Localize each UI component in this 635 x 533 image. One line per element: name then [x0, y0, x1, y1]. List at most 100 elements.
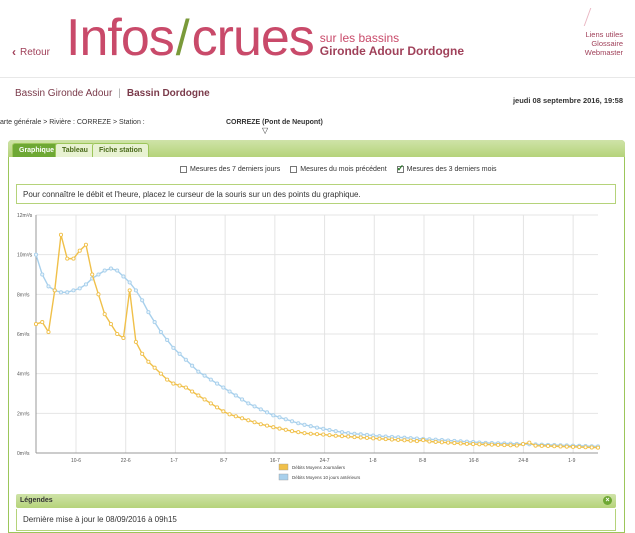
breadcrumb: arte générale > Rivière : CORREZE > Stat… — [0, 119, 145, 126]
data-point — [358, 435, 363, 440]
station-select[interactable]: CORREZE (Pont de Neupont) — [226, 119, 323, 126]
data-point — [140, 298, 145, 303]
x-tick-label: 1-9 — [568, 458, 575, 464]
data-point — [321, 426, 326, 431]
data-point — [564, 444, 569, 449]
legend-label: Débits Moyens 10 jours antérieurs — [292, 475, 361, 480]
data-point — [158, 371, 163, 376]
data-point — [133, 288, 138, 293]
data-point — [421, 438, 426, 443]
link-liens-utiles[interactable]: Liens utiles — [585, 30, 623, 39]
data-point — [208, 377, 213, 382]
x-tick-label: 24-8 — [518, 458, 528, 464]
data-point — [271, 413, 276, 418]
data-point — [296, 430, 301, 435]
current-date: jeudi 08 septembre 2016, 19:58 — [512, 96, 623, 105]
y-tick-label: 12m³/s — [17, 213, 33, 219]
checkbox[interactable] — [180, 166, 187, 173]
data-point — [552, 444, 557, 449]
data-point — [289, 429, 295, 434]
logo-slash: / — [175, 10, 190, 66]
tab-fiche-station[interactable]: Fiche station — [92, 143, 150, 157]
checkbox[interactable] — [290, 166, 298, 173]
caret-down-icon[interactable]: ▽ — [262, 126, 269, 135]
basin-gironde-adour[interactable]: Bassin Gironde Adour — [15, 88, 113, 99]
filter-3-months[interactable]: Mesures des 3 derniers mois — [396, 163, 497, 174]
data-point — [83, 282, 89, 287]
y-tick-label: 8m³/s — [17, 292, 30, 298]
data-point — [352, 431, 357, 436]
data-point — [83, 242, 89, 247]
data-point — [277, 426, 282, 431]
collapse-icon[interactable]: × — [603, 496, 612, 505]
data-point — [327, 433, 332, 438]
tab-tableau[interactable]: Tableau — [55, 143, 95, 157]
data-point — [589, 445, 594, 450]
data-point — [183, 357, 188, 362]
filter-7-days[interactable]: Mesures des 7 derniers jours — [180, 166, 280, 173]
data-point — [414, 439, 419, 444]
data-point — [196, 369, 201, 374]
data-point — [583, 445, 588, 450]
data-point — [246, 418, 251, 423]
site-header: ‹ Retour Infos / crues sur les bassins G… — [0, 0, 635, 78]
link-glossaire[interactable]: Glossaire — [591, 39, 623, 48]
checkbox-checked[interactable] — [396, 163, 404, 174]
legend-label: Débits Moyens Journaliers — [292, 465, 346, 470]
data-point — [146, 359, 151, 364]
data-point — [221, 409, 226, 414]
decorative-stroke — [583, 8, 621, 26]
data-point — [140, 351, 145, 356]
filter-label: Mesures des 3 derniers mois — [406, 166, 497, 173]
data-point — [196, 393, 201, 398]
data-point — [146, 310, 151, 315]
logo-subtitle-line2: Gironde Adour Dordogne — [319, 44, 465, 58]
y-tick-label: 10m³/s — [17, 253, 33, 259]
data-point — [165, 377, 170, 382]
data-point — [102, 312, 107, 317]
data-point — [389, 437, 394, 442]
data-point — [514, 443, 519, 448]
data-point — [402, 438, 407, 443]
data-point — [40, 272, 45, 277]
flow-chart[interactable]: 0m³/s 2m³/s 4m³/s 6m³/s 8m³/s 10m³/s 12m³/s 10-… — [16, 210, 616, 490]
data-point — [33, 252, 39, 257]
data-point — [502, 443, 507, 448]
data-point — [65, 290, 70, 295]
data-point — [158, 329, 163, 335]
data-point — [464, 441, 469, 446]
filter-previous-month[interactable]: Mesures du mois précédent — [290, 166, 387, 173]
data-point — [339, 434, 345, 439]
data-point — [452, 441, 457, 446]
data-point — [65, 256, 70, 261]
data-point — [108, 322, 113, 327]
back-label: Retour — [20, 46, 51, 58]
data-point — [433, 439, 438, 444]
data-point — [58, 290, 64, 295]
basin-dordogne[interactable]: Bassin Dordogne — [126, 88, 210, 99]
data-point — [558, 444, 563, 449]
legend-section-header[interactable]: Légendes × — [16, 494, 616, 508]
data-point — [446, 440, 451, 445]
data-point — [283, 427, 288, 432]
period-filters: Mesures des 7 derniers jours Mesures du … — [180, 163, 497, 174]
data-point — [246, 401, 251, 406]
data-point — [133, 339, 138, 344]
site-logo[interactable]: Infos / crues sur les bassins Gironde Ad… — [66, 10, 464, 64]
back-link[interactable]: ‹ Retour — [12, 45, 50, 59]
data-point — [96, 272, 101, 277]
basin-separator: | — [118, 88, 121, 99]
y-tick-label: 6m³/s — [17, 332, 30, 338]
link-webmaster[interactable]: Webmaster — [584, 48, 623, 57]
data-point — [545, 444, 551, 449]
data-point — [314, 425, 320, 430]
tab-graphique[interactable]: Graphique — [12, 143, 62, 157]
y-tick-label: 2m³/s — [17, 411, 30, 417]
data-point — [539, 443, 544, 448]
basin-nav: Bassin Gironde Adour | Bassin Dordogne — [15, 88, 210, 99]
data-point — [240, 416, 245, 421]
data-point — [77, 248, 82, 253]
data-point — [190, 389, 195, 394]
data-point — [90, 272, 95, 277]
series-line — [35, 254, 599, 448]
